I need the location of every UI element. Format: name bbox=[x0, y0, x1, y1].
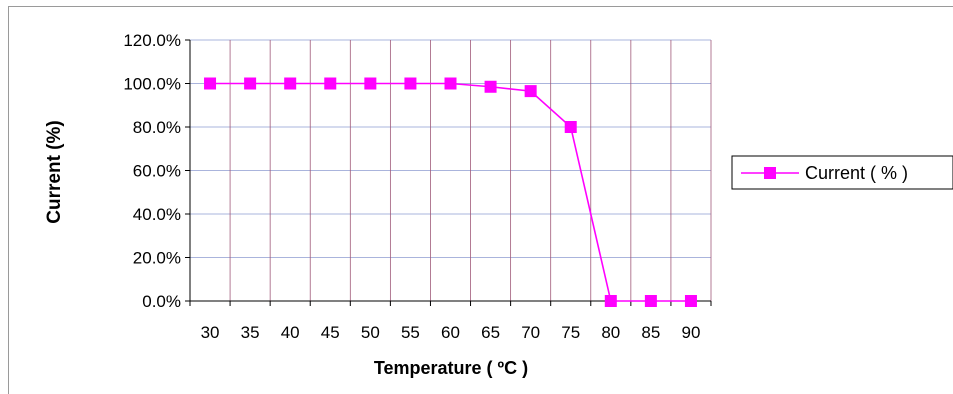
x-tick-label: 90 bbox=[682, 323, 701, 342]
x-tick-label: 85 bbox=[641, 323, 660, 342]
legend-marker-sample bbox=[764, 167, 776, 179]
data-point-marker bbox=[484, 80, 497, 93]
y-axis-ticks: 0.0% 20.0% 40.0% 60.0% 80.0% 100.0% 120.0% bbox=[123, 31, 190, 311]
x-tick-label: 55 bbox=[401, 323, 420, 342]
x-tick-label: 50 bbox=[361, 323, 380, 342]
y-tick-label: 80.0% bbox=[133, 118, 181, 137]
vertical-gridlines bbox=[229, 40, 712, 301]
data-point-marker bbox=[404, 77, 417, 90]
x-tick-label: 45 bbox=[321, 323, 340, 342]
series-line bbox=[210, 82, 691, 302]
legend: Current ( % ) bbox=[731, 155, 953, 190]
x-tick-label: 75 bbox=[561, 323, 580, 342]
x-tick-label: 70 bbox=[521, 323, 540, 342]
horizontal-gridlines bbox=[190, 39, 711, 258]
series-layer bbox=[204, 77, 697, 307]
data-point-marker bbox=[244, 77, 257, 90]
x-tick-label: 40 bbox=[281, 323, 300, 342]
data-point-marker bbox=[444, 77, 457, 90]
y-tick-label: 20.0% bbox=[133, 249, 181, 268]
x-tick-label: 35 bbox=[241, 323, 260, 342]
y-tick-label: 100.0% bbox=[123, 75, 181, 94]
data-point-marker bbox=[644, 295, 657, 307]
data-point-marker bbox=[204, 77, 217, 90]
data-point-marker bbox=[684, 295, 697, 307]
x-tick-label: 60 bbox=[441, 323, 460, 342]
data-point-marker bbox=[564, 121, 577, 133]
y-tick-label: 60.0% bbox=[133, 162, 181, 181]
x-tick-label: 80 bbox=[601, 323, 620, 342]
y-tick-label: 40.0% bbox=[133, 205, 181, 224]
data-point-marker bbox=[284, 77, 297, 90]
x-axis-ticks: 30 35 40 45 50 55 60 65 70 75 80 85 90 bbox=[189, 301, 712, 342]
data-point-marker bbox=[524, 85, 537, 98]
y-tick-label: 120.0% bbox=[123, 31, 181, 50]
data-point-marker bbox=[324, 77, 337, 90]
data-point-marker bbox=[364, 77, 377, 90]
data-point-marker bbox=[604, 295, 617, 307]
y-tick-label: 0.0% bbox=[142, 292, 181, 311]
x-tick-label: 65 bbox=[481, 323, 500, 342]
x-axis-title: Temperature ( ºC ) bbox=[374, 358, 528, 378]
y-axis-title: Current (%) bbox=[44, 120, 65, 223]
legend-label: Current ( % ) bbox=[805, 163, 908, 183]
chart-frame bbox=[8, 6, 953, 394]
x-tick-label: 30 bbox=[201, 323, 220, 342]
